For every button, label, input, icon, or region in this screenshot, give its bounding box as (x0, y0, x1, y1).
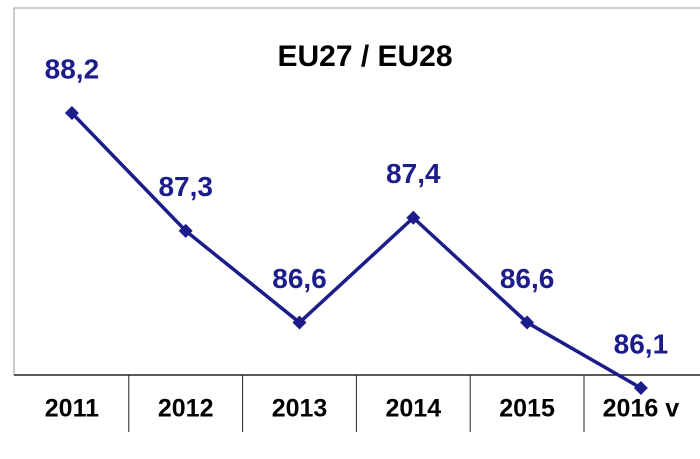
x-tick-label: 2016 v (603, 395, 680, 423)
data-label: 86,6 (272, 263, 327, 294)
marker (292, 315, 307, 330)
chart-title: EU27 / EU28 (277, 40, 452, 73)
marker (406, 210, 421, 225)
plot-area (13, 7, 700, 376)
data-label: 86,6 (500, 263, 555, 294)
data-label: 87,3 (158, 171, 213, 202)
x-tick-label: 2013 (272, 395, 328, 423)
line (70, 111, 642, 390)
marker (633, 381, 648, 395)
x-tick-label: 2012 (158, 395, 214, 423)
marker (64, 106, 79, 120)
x-tick-label: 2015 (499, 395, 555, 423)
x-tick-label: 2011 (45, 395, 99, 423)
data-label: 88,2 (45, 53, 100, 84)
data-label: 87,4 (386, 158, 441, 189)
x-tick-label: 2014 (385, 395, 441, 423)
data-label: 86,1 (614, 328, 669, 359)
marker (520, 315, 535, 330)
marker (178, 223, 193, 238)
